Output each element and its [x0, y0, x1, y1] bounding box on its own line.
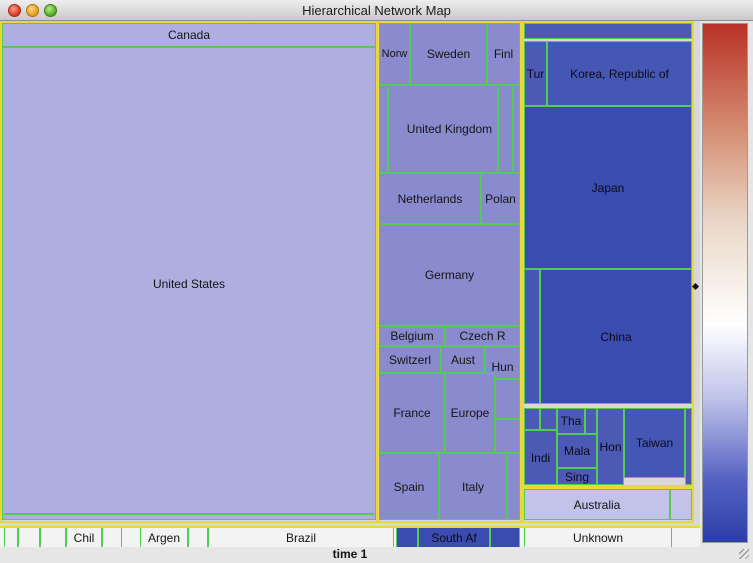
cell-china[interactable]: China	[540, 269, 692, 404]
cell-latam-small-b[interactable]	[18, 528, 40, 547]
cell-chile[interactable]: Chil	[66, 528, 102, 547]
bottom-region-strip: Chil Argen Brazil South Af Unknown	[0, 526, 700, 547]
cell-canada[interactable]: Canada	[2, 23, 376, 47]
cell-africa-small[interactable]	[396, 528, 418, 547]
cell-brazil[interactable]: Brazil	[208, 528, 394, 547]
cell-latam-small-e[interactable]	[188, 528, 208, 547]
cell-africa-small-b[interactable]	[490, 528, 520, 547]
time-label: time 1	[332, 547, 368, 561]
cell-asia-small-d[interactable]	[685, 408, 692, 485]
cell-singapore[interactable]: Sing	[557, 468, 597, 485]
cell-europe-small-b[interactable]	[495, 419, 520, 453]
cell-south-africa[interactable]: South Af	[418, 528, 490, 547]
close-window-button[interactable]	[8, 4, 21, 17]
zoom-window-button[interactable]	[44, 4, 57, 17]
minimize-window-button[interactable]	[26, 4, 39, 17]
cell-india[interactable]: Indi	[524, 430, 557, 485]
cell-austria[interactable]: Aust	[441, 346, 485, 373]
cell-taiwan[interactable]: Taiwan	[624, 408, 685, 478]
cell-asia-side-strip[interactable]	[524, 269, 540, 404]
cell-spain[interactable]: Spain	[379, 453, 439, 520]
cell-europe-small-a[interactable]	[495, 379, 520, 419]
cell-oceania-small[interactable]	[670, 489, 692, 520]
cell-norway[interactable]: Norw	[379, 23, 410, 85]
cell-sweden[interactable]: Sweden	[410, 23, 487, 85]
cell-hong-kong[interactable]: Hon	[597, 408, 624, 485]
cell-korea[interactable]: Korea, Republic of	[547, 41, 692, 106]
cell-asia-small-a[interactable]	[524, 408, 540, 430]
cell-thailand[interactable]: Tha	[557, 408, 585, 434]
cell-japan[interactable]: Japan	[524, 106, 692, 269]
cell-latam-small-d[interactable]	[102, 528, 122, 547]
cell-unknown[interactable]: Unknown	[524, 528, 672, 547]
cell-asia-top-strip[interactable]	[524, 23, 692, 39]
cell-argentina[interactable]: Argen	[140, 528, 188, 547]
cell-italy[interactable]: Italy	[439, 453, 507, 520]
cell-asia-small-c[interactable]	[585, 408, 597, 434]
cell-asia-small-b[interactable]	[540, 408, 557, 430]
cell-netherlands[interactable]: Netherlands	[379, 173, 481, 224]
cell-belgium[interactable]: Belgium	[379, 326, 445, 346]
cell-finland[interactable]: Finl	[487, 23, 520, 85]
cell-germany[interactable]: Germany	[379, 224, 520, 326]
cell-europe[interactable]: Europe	[445, 373, 495, 453]
cell-europe-small-c[interactable]	[507, 453, 520, 520]
cell-latam-small-a[interactable]	[4, 528, 18, 547]
cell-switzerland[interactable]: Switzerl	[379, 346, 441, 373]
resize-grip-icon[interactable]	[739, 549, 749, 559]
color-scale-legend	[702, 23, 748, 543]
cell-united-states[interactable]: United States	[2, 47, 376, 520]
cell-australia[interactable]: Australia	[524, 489, 670, 520]
treemap: Canada United States Norw Sweden Finl Un…	[0, 21, 700, 526]
cell-czech-republic[interactable]: Czech R	[445, 326, 520, 346]
window-titlebar: Hierarchical Network Map	[0, 0, 753, 21]
cell-united-kingdom[interactable]: United Kingdom	[379, 85, 520, 173]
cell-poland[interactable]: Polan	[481, 173, 520, 224]
cell-turkey[interactable]: Tur	[524, 41, 547, 106]
cell-latam-small-c[interactable]	[40, 528, 66, 547]
cell-malaysia[interactable]: Mala	[557, 434, 597, 468]
cell-france[interactable]: France	[379, 373, 445, 453]
window-title: Hierarchical Network Map	[302, 3, 451, 18]
